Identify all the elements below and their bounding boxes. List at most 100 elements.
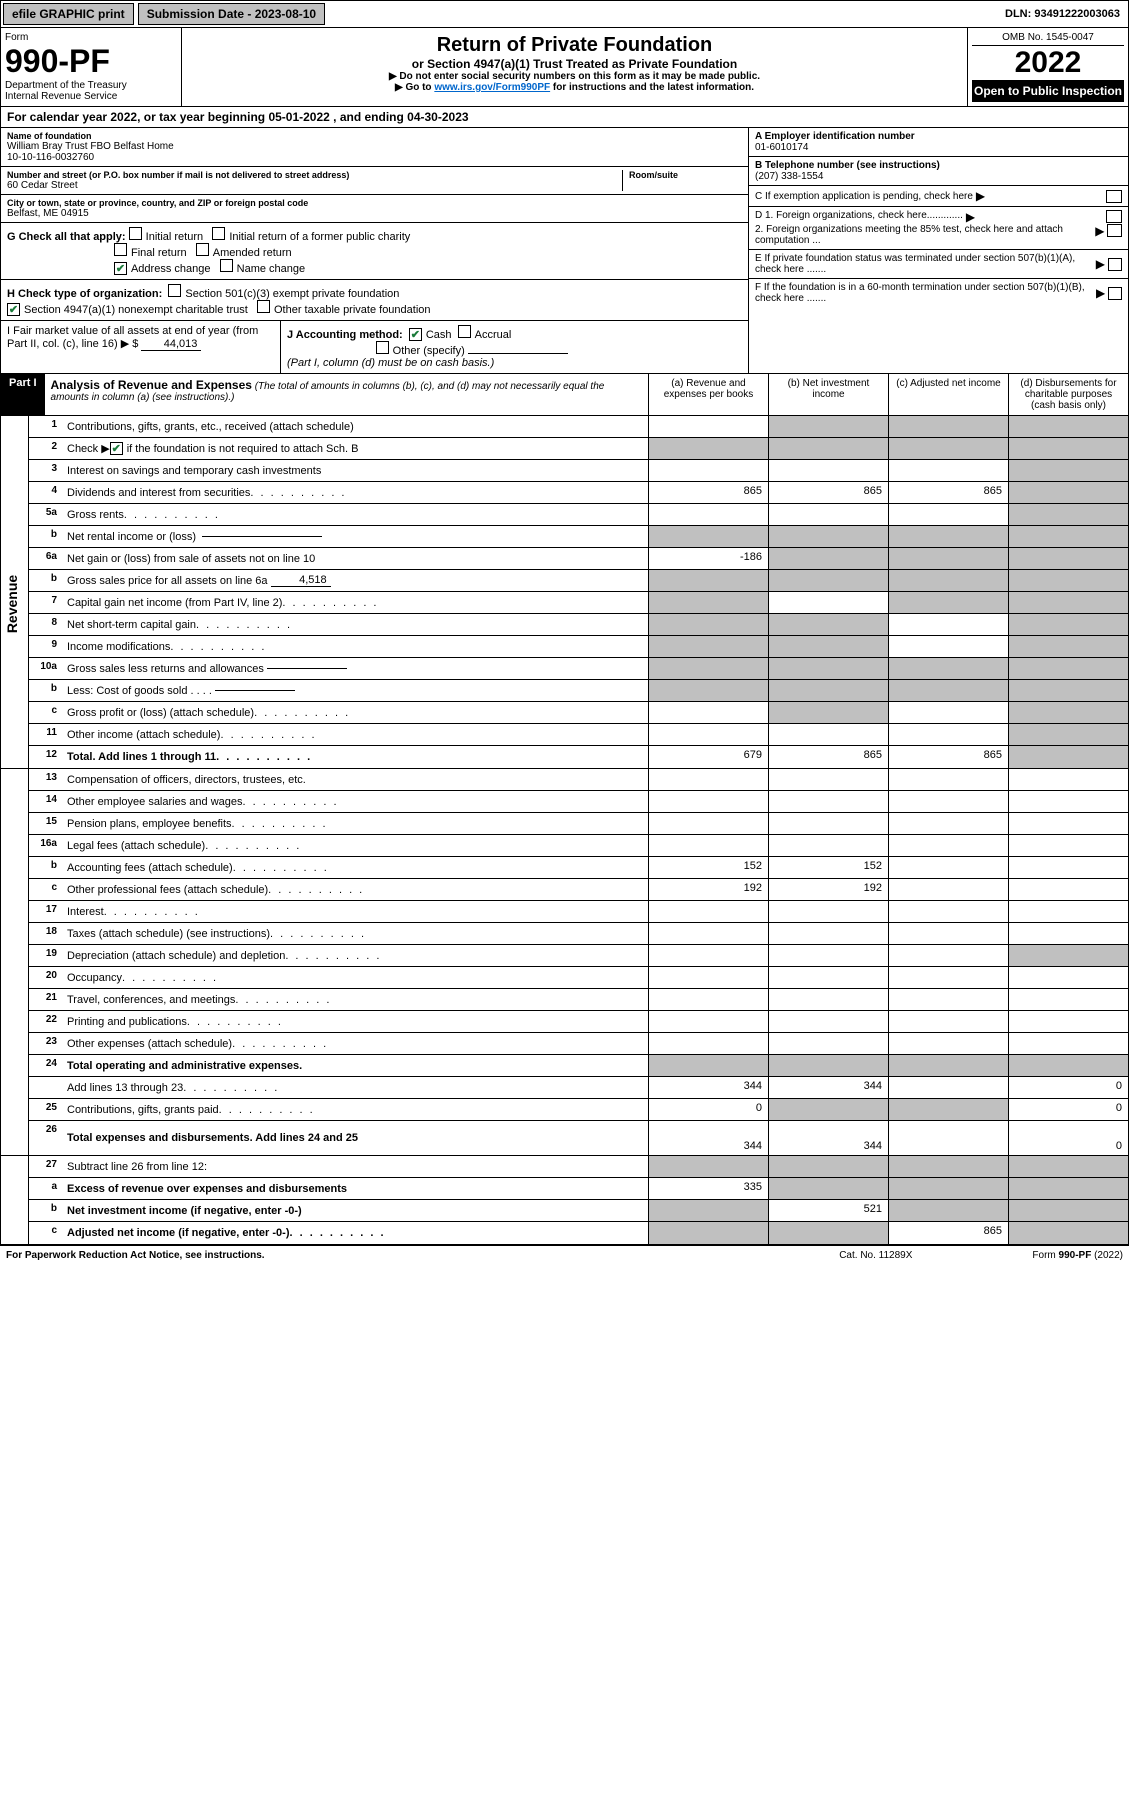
line-22: Printing and publications <box>63 1011 648 1032</box>
expenses-table: Operating and Administrative Expenses 13… <box>0 769 1129 1156</box>
line-24b: Add lines 13 through 23 <box>63 1077 648 1098</box>
line-5a: Gross rents <box>63 504 648 525</box>
line-16c: Other professional fees (attach schedule… <box>63 879 648 900</box>
chk-initial-public[interactable] <box>212 227 225 240</box>
line-20: Occupancy <box>63 967 648 988</box>
line-8: Net short-term capital gain <box>63 614 648 635</box>
line-23: Other expenses (attach schedule) <box>63 1033 648 1054</box>
footer-left: For Paperwork Reduction Act Notice, see … <box>6 1250 265 1261</box>
line-13: Compensation of officers, directors, tru… <box>63 769 648 790</box>
line-16b: Accounting fees (attach schedule) <box>63 857 648 878</box>
line-27a: Excess of revenue over expenses and disb… <box>63 1178 648 1199</box>
line-27b: Net investment income (if negative, ente… <box>63 1200 648 1221</box>
d1-label: D 1. Foreign organizations, check here..… <box>755 210 963 224</box>
line-14: Other employee salaries and wages <box>63 791 648 812</box>
part1-label: Part I <box>1 374 45 415</box>
footer-form: Form 990-PF (2022) <box>1032 1250 1123 1261</box>
line-16a: Legal fees (attach schedule) <box>63 835 648 856</box>
chk-e[interactable] <box>1108 258 1122 271</box>
header-note2: ▶ Go to www.irs.gov/Form990PF for instru… <box>188 82 961 93</box>
room-label: Room/suite <box>629 170 742 180</box>
footer-cat: Cat. No. 11289X <box>839 1250 912 1261</box>
header-note1: ▶ Do not enter social security numbers o… <box>188 71 961 82</box>
c-label: C If exemption application is pending, c… <box>755 191 973 202</box>
line-10c: Gross profit or (loss) (attach schedule) <box>63 702 648 723</box>
form-label: Form <box>5 32 177 43</box>
expenses-side: Operating and Administrative Expenses <box>1 769 29 1155</box>
line-21: Travel, conferences, and meetings <box>63 989 648 1010</box>
g-label: G Check all that apply: <box>7 231 126 243</box>
name-label: Name of foundation <box>7 131 742 141</box>
chk-c[interactable] <box>1106 190 1122 203</box>
city-label: City or town, state or province, country… <box>7 198 742 208</box>
chk-accrual[interactable] <box>458 325 471 338</box>
d2-label: 2. Foreign organizations meeting the 85%… <box>755 224 1092 246</box>
chk-d1[interactable] <box>1106 210 1122 223</box>
line-6a: Net gain or (loss) from sale of assets n… <box>63 548 648 569</box>
chk-501c3[interactable] <box>168 284 181 297</box>
form-number: 990-PF <box>5 43 177 80</box>
chk-schb[interactable] <box>110 442 123 455</box>
form-header: Form 990-PF Department of the Treasury I… <box>0 28 1129 107</box>
line-26: Total expenses and disbursements. Add li… <box>63 1121 648 1155</box>
chk-address-change[interactable] <box>114 262 127 275</box>
header-title: Return of Private Foundation <box>188 34 961 57</box>
tax-year: 2022 <box>972 46 1124 80</box>
form-link[interactable]: www.irs.gov/Form990PF <box>434 82 550 93</box>
line-11: Other income (attach schedule) <box>63 724 648 745</box>
chk-4947a1[interactable] <box>7 303 20 316</box>
topbar: efile GRAPHIC print Submission Date - 20… <box>0 0 1129 28</box>
h-label: H Check type of organization: <box>7 288 162 300</box>
foundation-id: 10-10-116-0032760 <box>7 152 742 163</box>
chk-other-method[interactable] <box>376 341 389 354</box>
f-label: F If the foundation is in a 60-month ter… <box>755 282 1093 304</box>
info-section: Name of foundation William Bray Trust FB… <box>0 128 1129 374</box>
chk-amended[interactable] <box>196 243 209 256</box>
line-25: Contributions, gifts, grants paid <box>63 1099 648 1120</box>
line-2: Check ▶ if the foundation is not require… <box>63 438 648 459</box>
line-27: Subtract line 26 from line 12: <box>63 1156 648 1177</box>
line-5b: Net rental income or (loss) <box>63 526 648 547</box>
submission-btn[interactable]: Submission Date - 2023-08-10 <box>138 3 325 25</box>
ein-label: A Employer identification number <box>755 131 915 142</box>
line-12: Total. Add lines 1 through 11 <box>63 746 648 768</box>
line-10b: Less: Cost of goods sold . . . . <box>63 680 648 701</box>
line-6b: Gross sales price for all assets on line… <box>63 570 648 591</box>
chk-d2[interactable] <box>1107 224 1122 237</box>
part1-header: Part I Analysis of Revenue and Expenses … <box>0 374 1129 416</box>
col-c-head: (c) Adjusted net income <box>888 374 1008 415</box>
line-7: Capital gain net income (from Part IV, l… <box>63 592 648 613</box>
chk-initial[interactable] <box>129 227 142 240</box>
dept2: Internal Revenue Service <box>5 91 177 102</box>
ein: 01-6010174 <box>755 142 808 153</box>
col-a-head: (a) Revenue and expenses per books <box>648 374 768 415</box>
chk-f[interactable] <box>1108 287 1122 300</box>
omb: OMB No. 1545-0047 <box>972 32 1124 46</box>
open-inspection: Open to Public Inspection <box>972 80 1124 102</box>
line-4: Dividends and interest from securities <box>63 482 648 503</box>
col-b-head: (b) Net investment income <box>768 374 888 415</box>
part1-title: Analysis of Revenue and Expenses <box>51 378 252 392</box>
street-address: 60 Cedar Street <box>7 180 622 191</box>
i-label: I Fair market value of all assets at end… <box>7 325 258 350</box>
j-label: J Accounting method: <box>287 329 403 341</box>
line-19: Depreciation (attach schedule) and deple… <box>63 945 648 966</box>
efile-btn[interactable]: efile GRAPHIC print <box>3 3 134 25</box>
line-18: Taxes (attach schedule) (see instruction… <box>63 923 648 944</box>
chk-other-taxable[interactable] <box>257 300 270 313</box>
phone: (207) 338-1554 <box>755 171 823 182</box>
header-subtitle: or Section 4947(a)(1) Trust Treated as P… <box>188 57 961 71</box>
footer: For Paperwork Reduction Act Notice, see … <box>0 1245 1129 1265</box>
line-1: Contributions, gifts, grants, etc., rece… <box>63 416 648 437</box>
line-9: Income modifications <box>63 636 648 657</box>
line27-table: 27Subtract line 26 from line 12: aExcess… <box>0 1156 1129 1245</box>
fmv-value: 44,013 <box>141 338 201 351</box>
line-15: Pension plans, employee benefits <box>63 813 648 834</box>
line-27c: Adjusted net income (if negative, enter … <box>63 1222 648 1244</box>
dept1: Department of the Treasury <box>5 80 177 91</box>
foundation-name: William Bray Trust FBO Belfast Home <box>7 141 742 152</box>
chk-name-change[interactable] <box>220 259 233 272</box>
city-state-zip: Belfast, ME 04915 <box>7 208 742 219</box>
chk-final[interactable] <box>114 243 127 256</box>
chk-cash[interactable] <box>409 328 422 341</box>
